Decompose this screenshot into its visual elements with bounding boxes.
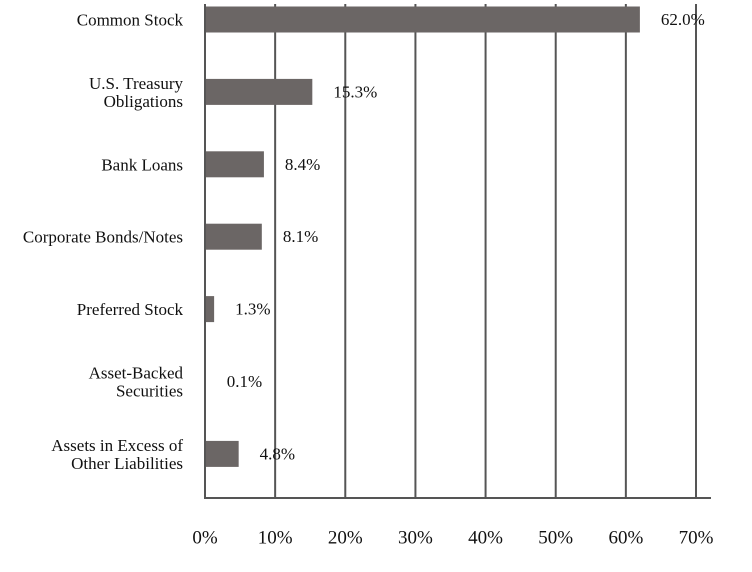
value-label: 8.4% [285, 155, 320, 174]
x-tick-labels: 0% 10% 20% 30% 40% 50% 60% 70% [192, 528, 713, 549]
value-label: 0.1% [227, 372, 262, 391]
value-label: 4.8% [260, 444, 295, 463]
category-label: Preferred Stock [77, 300, 184, 319]
bar [205, 151, 264, 178]
value-label: 1.3% [235, 300, 270, 319]
x-tick-label: 70% [679, 528, 714, 549]
x-tick-label: 30% [398, 528, 433, 549]
bar [205, 440, 239, 467]
bar [205, 223, 262, 250]
category-labels: Common Stock U.S. Treasury Obligations Bank… [23, 10, 184, 472]
bars [205, 6, 640, 467]
value-label: 8.1% [283, 227, 318, 246]
x-tick-label: 60% [608, 528, 643, 549]
bar [205, 78, 313, 105]
category-label: Assets in Excess of Other Liabilities [51, 435, 183, 472]
x-tick-label: 40% [468, 528, 503, 549]
category-label: Bank Loans [101, 155, 183, 174]
category-label: Corporate Bonds/Notes [23, 227, 183, 246]
value-labels: 62.0% 15.3% 8.4% 8.1% 1.3% 0.1% 4.8% [227, 10, 705, 463]
category-label: U.S. Treasury Obligations [89, 73, 183, 110]
x-tick-label: 0% [192, 528, 218, 549]
category-label: Common Stock [77, 10, 184, 29]
value-label: 62.0% [661, 10, 705, 29]
bar [205, 296, 215, 323]
grid-lines [274, 4, 697, 498]
category-label: Asset-Backed Securities [89, 363, 184, 400]
bar [205, 6, 640, 33]
x-tick-label: 20% [328, 528, 363, 549]
x-tick-label: 10% [258, 528, 293, 549]
x-tick-label: 50% [538, 528, 573, 549]
value-label: 15.3% [333, 82, 377, 101]
